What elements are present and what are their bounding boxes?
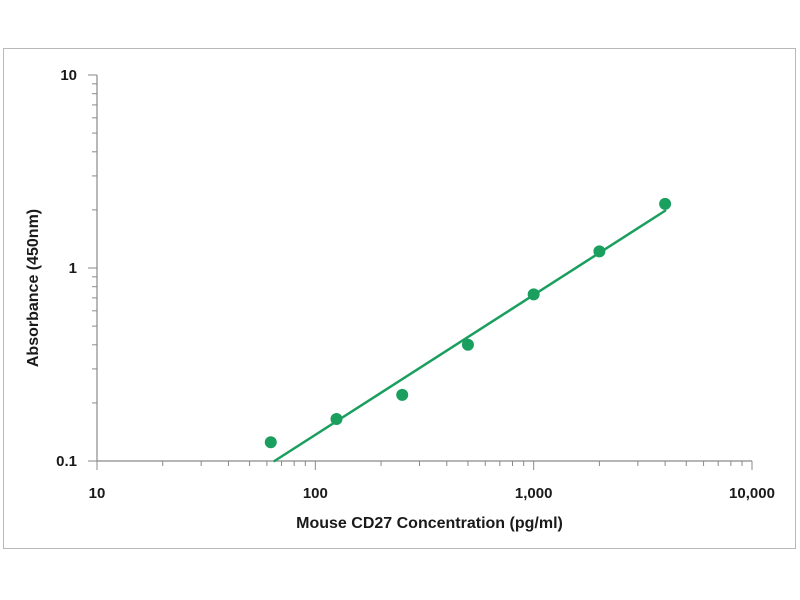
- x-axis-title: Mouse CD27 Concentration (pg/ml): [296, 515, 563, 532]
- data-point: [264, 436, 277, 449]
- data-point: [593, 245, 606, 258]
- chart-frame: [3, 48, 796, 549]
- data-point: [330, 413, 343, 426]
- y-tick-label: 0.1: [56, 453, 77, 470]
- y-tick-label: 10: [60, 67, 77, 84]
- data-point: [659, 197, 672, 210]
- axes: [88, 74, 753, 470]
- data-point: [396, 388, 409, 401]
- data-point: [461, 338, 474, 351]
- x-tick-label: 1,000: [515, 485, 553, 502]
- y-tick-label: 1: [69, 260, 77, 277]
- y-axis-title: Absorbance (450nm): [25, 209, 42, 367]
- data-points: [264, 197, 672, 449]
- x-tick-label: 10: [89, 485, 106, 502]
- tick-labels: 10 100 1,000 10,000 0.1 1 10: [56, 67, 775, 502]
- data-point: [527, 288, 540, 301]
- x-tick-label: 10,000: [729, 485, 775, 502]
- x-tick-label: 100: [303, 485, 328, 502]
